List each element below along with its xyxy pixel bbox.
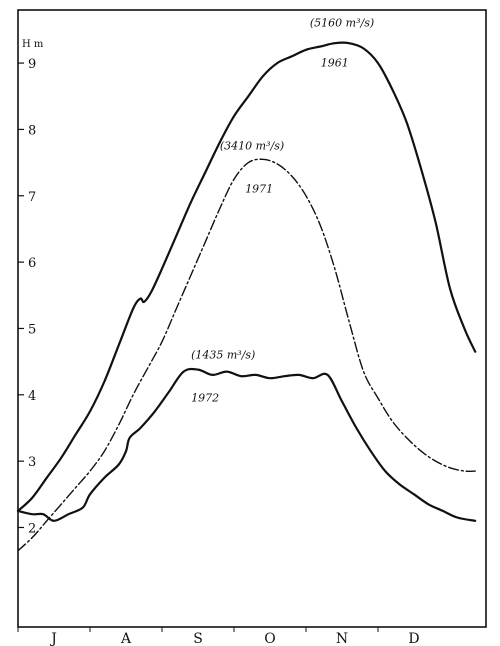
plot-frame: [17, 9, 487, 628]
x-tick-label: O: [264, 631, 275, 646]
y-tick-label: 4: [28, 389, 36, 404]
x-tick-label: A: [120, 631, 132, 646]
annotation-label: (5160 m³/s): [310, 17, 374, 30]
annotation-label: 1972: [191, 391, 219, 404]
y-tick-label: 3: [28, 455, 36, 470]
annotation-label: (1435 m³/s): [191, 348, 255, 361]
y-axis-label: H m: [22, 39, 44, 50]
x-tick-label: J: [49, 631, 57, 646]
y-tick-label: 9: [28, 57, 36, 72]
series-line-1971: [17, 158, 476, 552]
series-group: [16, 41, 477, 552]
series-line-1972: [16, 367, 477, 522]
x-tick-label: S: [193, 631, 203, 646]
y-tick-label: 5: [28, 322, 36, 337]
y-axis: 2 3 4 5 6 7 8 9: [18, 57, 36, 536]
annotations-group: (5160 m³/s) 1961 (3410 m³/s) 1971 (1435 m³/s…: [191, 17, 374, 405]
series-line-1961: [16, 41, 477, 512]
x-tick-label: N: [336, 631, 348, 646]
annotation-label: 1971: [245, 182, 273, 195]
y-tick-label: 6: [28, 256, 36, 271]
y-tick-label: 7: [28, 190, 36, 205]
x-tick-label: D: [408, 631, 419, 646]
y-tick-label: 2: [28, 521, 36, 536]
y-tick-label: 8: [28, 123, 36, 138]
annotation-label: 1961: [321, 56, 349, 69]
annotation-label: (3410 m³/s): [220, 139, 284, 152]
